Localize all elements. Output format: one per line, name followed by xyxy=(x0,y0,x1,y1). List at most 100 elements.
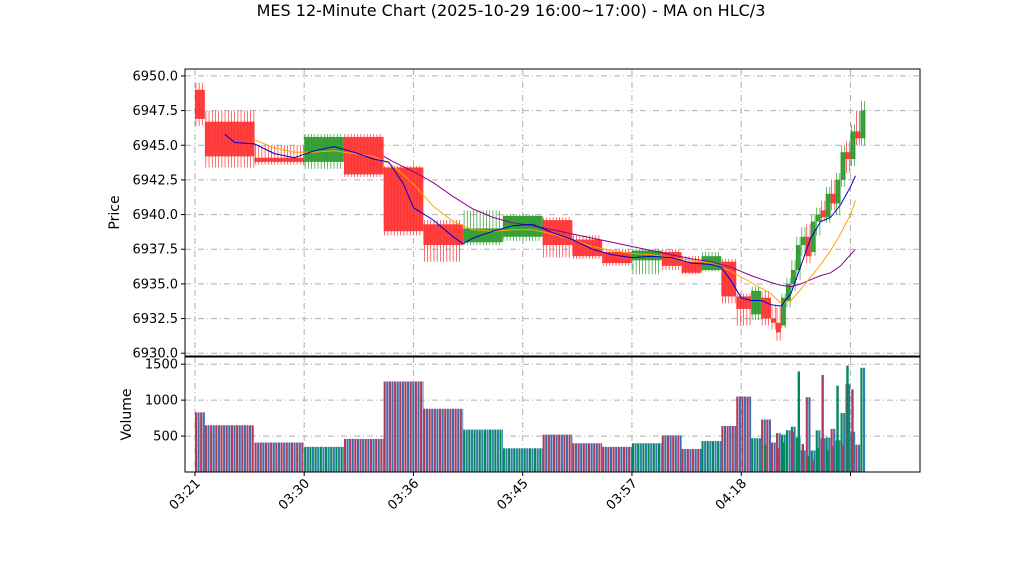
x-tick-label: 03:57 xyxy=(604,476,641,513)
volume-stripe xyxy=(793,426,796,472)
volume-stripe xyxy=(609,446,613,472)
volume-panel: 500 1000 1500 Volume xyxy=(119,356,921,473)
candle-body xyxy=(572,239,603,257)
volume-stripe xyxy=(780,434,784,472)
candle-body xyxy=(800,236,806,246)
volume-stripe xyxy=(585,443,588,472)
price-tick-label: 6945.0 xyxy=(133,139,179,154)
volume-stripe xyxy=(257,442,260,472)
volume-stripe xyxy=(518,448,521,472)
volume-stripe xyxy=(761,419,764,472)
volume-tick-label: 1000 xyxy=(145,394,178,409)
volume-stripe xyxy=(595,443,598,472)
volume-bar-thin xyxy=(821,374,824,472)
volume-bar xyxy=(602,446,632,472)
volume-bars xyxy=(194,365,866,472)
volume-stripe xyxy=(571,434,573,472)
price-tick-label: 6942.5 xyxy=(133,173,179,188)
ma-fast-line xyxy=(224,133,856,307)
x-tick-label: 03:45 xyxy=(494,476,531,513)
candle xyxy=(502,214,543,241)
volume-stripe xyxy=(262,442,265,472)
volume-bar-thin xyxy=(763,444,767,472)
x-tick-label: 03:21 xyxy=(167,476,204,513)
volume-stripe xyxy=(803,450,806,472)
volume-stripe xyxy=(528,448,531,472)
candle-body xyxy=(795,245,801,271)
volume-stripe xyxy=(476,429,479,472)
ma-mid-line xyxy=(254,139,856,304)
volume-stripe xyxy=(428,408,431,472)
volume-stripe xyxy=(267,442,270,472)
volume-stripe xyxy=(204,425,207,472)
volume-stripe xyxy=(738,396,741,472)
volume-stripe xyxy=(309,446,312,472)
volume-stripe xyxy=(531,448,534,472)
volume-stripe xyxy=(436,408,439,472)
volume-stripe xyxy=(243,425,246,472)
volume-stripe xyxy=(425,408,429,472)
volume-stripe xyxy=(598,443,601,472)
volume-stripe xyxy=(462,408,464,472)
candle xyxy=(860,100,866,146)
volume-stripe xyxy=(502,429,503,472)
volume-stripe xyxy=(657,443,661,472)
volume-stripe xyxy=(491,429,494,472)
volume-stripe xyxy=(380,438,383,472)
volume-bar xyxy=(572,443,603,472)
volume-stripe xyxy=(674,435,677,472)
volume-stripe xyxy=(766,419,769,472)
volume-stripe xyxy=(744,396,747,472)
volume-stripe xyxy=(314,446,317,472)
volume-stripe xyxy=(346,438,349,472)
volume-stripe xyxy=(853,431,856,472)
candle-body xyxy=(840,152,846,180)
price-tick-label: 6937.5 xyxy=(133,243,179,258)
volume-bar xyxy=(805,397,811,472)
volume-stripe xyxy=(706,441,709,472)
volume-stripe xyxy=(838,440,841,472)
volume-stripe xyxy=(254,442,257,472)
volume-stripe xyxy=(473,429,476,472)
candle-body xyxy=(254,157,305,162)
volume-stripe xyxy=(293,442,296,472)
volume-stripe xyxy=(330,446,333,472)
volume-stripe xyxy=(502,448,505,472)
volume-stripe xyxy=(545,434,548,472)
candle xyxy=(383,166,424,236)
volume-stripe xyxy=(454,408,457,472)
volume-stripe xyxy=(813,450,816,472)
candle-body xyxy=(860,110,866,139)
volume-stripe xyxy=(217,425,220,472)
volume-stripe xyxy=(251,425,254,472)
candle xyxy=(304,134,344,169)
candle xyxy=(771,304,776,330)
volume-stripe xyxy=(388,381,391,472)
volume-stripe xyxy=(555,434,558,472)
volume-stripe xyxy=(463,429,466,472)
volume-stripe xyxy=(655,443,658,472)
volume-stripe xyxy=(369,438,373,472)
volume-stripe xyxy=(422,381,424,472)
volume-stripe xyxy=(457,408,460,472)
volume-stripe xyxy=(697,449,700,472)
volume-bar-thin xyxy=(776,448,780,472)
volume-stripe xyxy=(729,426,732,472)
candle xyxy=(800,227,806,257)
volume-stripe xyxy=(236,425,239,472)
volume-stripe xyxy=(587,443,591,472)
volume-stripe xyxy=(298,442,301,472)
volume-tick-label: 1500 xyxy=(145,358,178,373)
candle xyxy=(795,236,801,280)
candle-body xyxy=(805,236,811,257)
volume-stripe xyxy=(858,444,861,472)
volume-stripe xyxy=(409,381,412,472)
volume-stripe xyxy=(672,435,675,472)
volume-stripe xyxy=(523,448,526,472)
candle-body xyxy=(383,167,424,232)
volume-stripe xyxy=(701,441,704,472)
volume-bar xyxy=(860,367,866,472)
candle-body xyxy=(810,221,816,253)
price-tick-label: 6940.0 xyxy=(133,208,179,223)
volume-stripe xyxy=(210,425,213,472)
